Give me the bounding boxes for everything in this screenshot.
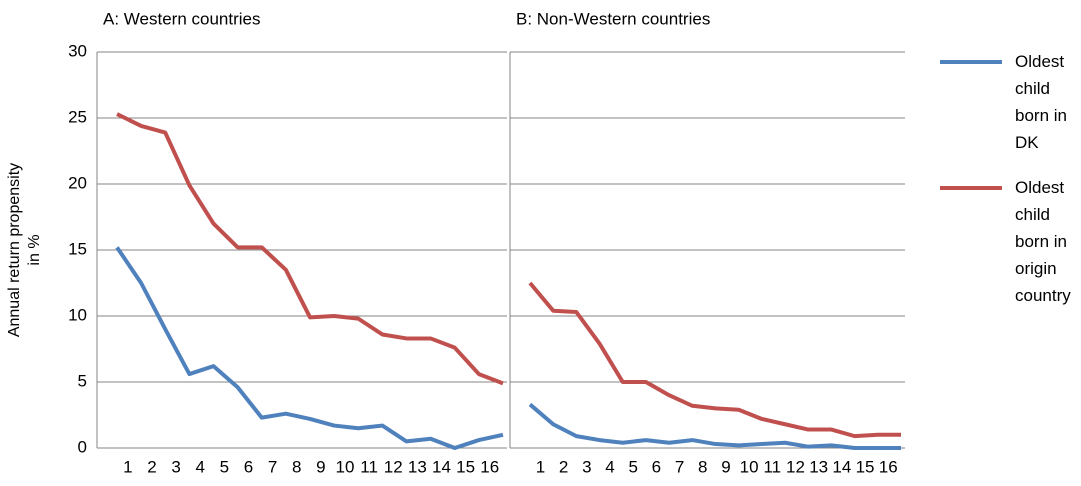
panel-title: A: Western countries <box>103 9 260 28</box>
x-tick-label: 13 <box>809 457 828 476</box>
panel-title: B: Non-Western countries <box>516 9 710 28</box>
y-tick-label: 30 <box>68 41 87 60</box>
x-tick-label: 7 <box>268 457 277 476</box>
x-tick-label: 4 <box>195 457 204 476</box>
x-tick-label: 8 <box>292 457 301 476</box>
y-tick-label: 5 <box>78 371 87 390</box>
x-tick-label: 6 <box>244 457 253 476</box>
x-tick-label: 6 <box>652 457 661 476</box>
y-tick-label: 25 <box>68 107 87 126</box>
x-tick-label: 1 <box>536 457 545 476</box>
line <box>115 246 504 450</box>
x-tick-label: 4 <box>605 457 614 476</box>
x-tick-label: 9 <box>721 457 730 476</box>
x-tick-label: 11 <box>360 457 378 476</box>
y-axis-label: Annual return propensity in % <box>6 162 43 338</box>
x-tick-label: 16 <box>480 457 499 476</box>
legend-label: Oldest child born in origin country <box>1015 178 1071 305</box>
x-tick-label: 11 <box>763 457 781 476</box>
y-tick-label: 10 <box>68 305 87 324</box>
x-tick-label: 5 <box>628 457 637 476</box>
x-tick-label: 3 <box>171 457 180 476</box>
line <box>116 112 504 386</box>
x-tick-label: 8 <box>698 457 707 476</box>
x-tick-label: 10 <box>336 457 355 476</box>
x-tick-label: 15 <box>856 457 875 476</box>
y-tick-label: 0 <box>78 437 87 456</box>
x-tick-label: 5 <box>220 457 229 476</box>
y-tick-label: 15 <box>68 239 87 258</box>
x-tick-label: 12 <box>786 457 805 476</box>
x-tick-label: 12 <box>384 457 403 476</box>
y-tick-label: 20 <box>68 173 87 192</box>
x-tick-label: 2 <box>559 457 568 476</box>
x-tick-label: 16 <box>879 457 898 476</box>
x-tick-label: 9 <box>316 457 325 476</box>
line <box>528 402 901 450</box>
line <box>528 281 901 439</box>
x-tick-label: 3 <box>582 457 591 476</box>
x-tick-label: 14 <box>832 457 851 476</box>
x-tick-label: 1 <box>123 457 132 476</box>
x-tick-label: 14 <box>432 457 451 476</box>
x-tick-label: 15 <box>456 457 475 476</box>
x-tick-label: 7 <box>675 457 684 476</box>
x-tick-label: 2 <box>147 457 156 476</box>
legend-label: Oldest child born in DK <box>1015 52 1067 152</box>
x-tick-label: 10 <box>740 457 759 476</box>
x-tick-label: 13 <box>408 457 427 476</box>
